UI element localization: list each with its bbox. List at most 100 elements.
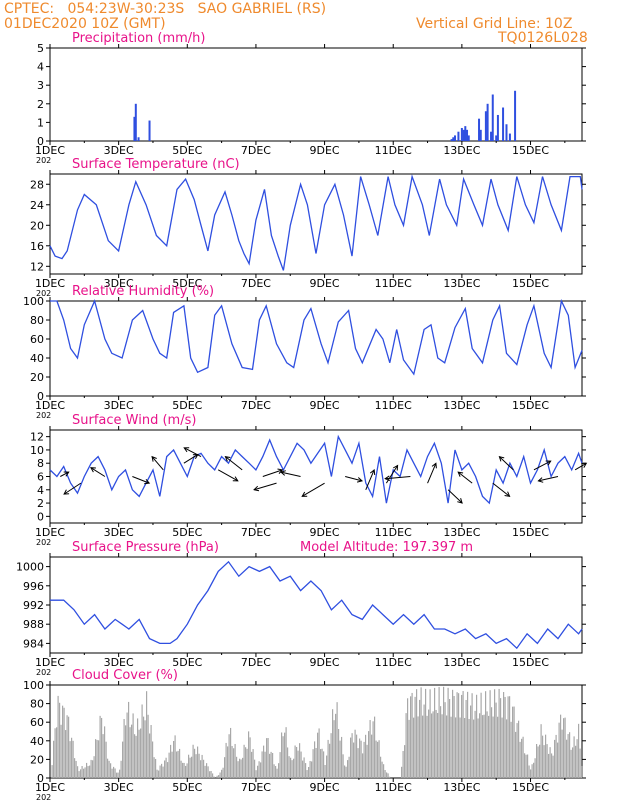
cloud-bar — [576, 739, 578, 778]
cloud-bar — [578, 723, 580, 778]
cloud-bar — [309, 760, 311, 778]
x-tick-label: 5DEC — [172, 656, 202, 669]
cloud-bar — [141, 704, 143, 778]
cloud-bar — [186, 763, 188, 778]
x-tick-label: 7DEC — [241, 277, 271, 290]
y-tick-label: 6 — [37, 471, 44, 484]
cloud-bar — [368, 731, 370, 778]
precip-bar — [454, 135, 457, 141]
wind-arrow-head — [431, 462, 437, 469]
cloud-bar — [518, 720, 520, 778]
cloud-bar — [221, 769, 223, 778]
cloud-bar — [210, 770, 212, 778]
cloud-bar — [372, 721, 374, 778]
cloud-bar — [444, 702, 446, 778]
cloud-bar — [192, 744, 194, 778]
cloud-bar — [488, 715, 490, 778]
x-tick-label: 1DEC — [35, 144, 65, 157]
cloud-bar — [300, 751, 302, 778]
cloud-bar — [222, 767, 224, 778]
wind-arrow — [253, 482, 277, 491]
panel-title: Cloud Cover (%) — [72, 668, 178, 683]
cloud-bar — [147, 714, 149, 778]
cloud-bar — [75, 760, 77, 778]
cloud-bar — [437, 712, 439, 778]
precip-bar — [484, 111, 487, 141]
cloud-bar — [519, 741, 521, 778]
cloud-bar — [156, 769, 158, 778]
y-tick-label: 28 — [30, 178, 44, 191]
cloud-bar — [551, 753, 553, 778]
y-tick-label: 5 — [37, 42, 44, 55]
cloud-bar — [263, 745, 265, 778]
cloud-bar — [249, 737, 251, 778]
year-fragment: 202 — [36, 668, 51, 677]
cloud-bar — [438, 687, 440, 778]
cloud-bar — [330, 733, 332, 778]
wind-arrow — [538, 476, 559, 482]
wind-arrow — [183, 453, 199, 464]
cloud-bar — [99, 715, 101, 778]
wind-arrow — [63, 482, 82, 495]
cloud-bar — [528, 765, 530, 778]
y-tick-label: 20 — [30, 371, 44, 384]
precip-bar — [148, 120, 151, 141]
cloud-bar — [252, 749, 254, 778]
cloud-bar — [245, 747, 247, 778]
cloud-bar — [212, 773, 214, 778]
precip-bar — [133, 116, 136, 141]
cloud-bar — [572, 747, 574, 778]
cloud-bar — [200, 760, 202, 778]
wind-arrow-head — [151, 455, 157, 462]
cloud-bar — [432, 711, 434, 778]
y-tick-label: 8 — [37, 457, 44, 470]
cloud-bar — [381, 761, 383, 778]
wind-arrow-head — [537, 477, 544, 483]
cloud-bar — [63, 707, 65, 778]
x-tick-label: 9DEC — [310, 277, 340, 290]
precip-bar — [479, 129, 482, 141]
wind-arrow-head — [144, 478, 151, 485]
cloud-bar — [270, 751, 272, 778]
cloud-bar — [194, 748, 196, 778]
grid-line-note: Vertical Grid Line: 10Z — [416, 16, 573, 32]
cloud-bar — [513, 706, 515, 778]
wind-arrow — [385, 465, 398, 484]
y-tick-label: 4 — [37, 61, 44, 74]
cloud-bar — [483, 714, 485, 778]
cloud-bar — [203, 759, 205, 778]
wind-arrow — [345, 476, 363, 482]
y-tick-label: 20 — [30, 753, 44, 766]
cloud-bar — [176, 751, 178, 778]
cloud-bar — [123, 719, 125, 778]
cloud-bar — [414, 696, 416, 778]
wind-arrow — [499, 456, 514, 471]
cloud-bar — [254, 759, 256, 778]
wind-arrow — [457, 471, 473, 484]
precip-bar — [134, 103, 137, 141]
cloud-bar — [387, 773, 389, 778]
x-tick-label: 13DEC — [443, 144, 480, 157]
cloud-bar — [426, 715, 428, 778]
cloud-bar — [305, 763, 307, 778]
cloud-bar — [413, 717, 415, 778]
precip-bar — [491, 94, 494, 141]
cloud-bar — [353, 742, 355, 778]
cloud-bar — [93, 756, 95, 778]
cloud-bar — [558, 722, 560, 778]
cloud-bar — [125, 725, 127, 778]
y-tick-label: 100 — [23, 295, 44, 308]
cloud-bar — [515, 731, 517, 778]
cloud-bar — [323, 751, 325, 778]
cloud-bar — [84, 767, 86, 778]
cloud-bar — [423, 704, 425, 778]
cloud-bar — [177, 750, 179, 778]
cloud-bar — [51, 765, 53, 778]
cloud-bar — [446, 715, 448, 778]
cloud-bar — [146, 691, 148, 778]
cloud-bar — [441, 714, 443, 778]
precip-bar — [505, 124, 508, 141]
x-tick-label: 11DEC — [375, 656, 412, 669]
y-tick-label: 2 — [37, 497, 44, 510]
